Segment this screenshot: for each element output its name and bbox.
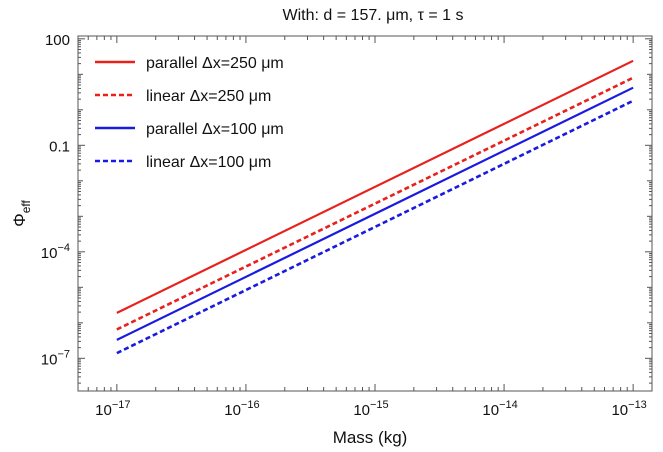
x-tick-exponent: −17 [112, 399, 131, 411]
x-tick-exponent: −15 [370, 399, 389, 411]
x-axis-label: Mass (kg) [333, 428, 408, 447]
x-tick-label: 10−17 [95, 399, 130, 419]
axis-ticks: 10−17 10−16 10−15 10−14 10−13 10−7 10−4 0.1 100 [41, 32, 652, 419]
legend-label: parallel Δx=100 μm [146, 121, 284, 138]
series-layer [116, 59, 634, 355]
y-axis-label-subscript: eff [19, 199, 33, 213]
x-tick-label: 10−16 [224, 399, 259, 419]
x-tick-label: 10−15 [353, 399, 388, 419]
y-axis-label: Φeff [10, 199, 33, 226]
y-tick-label: 0.1 [49, 138, 70, 155]
x-tick-exponent: −13 [628, 399, 647, 411]
legend-label: linear Δx=250 μm [146, 88, 271, 105]
y-tick-exponent: −7 [57, 348, 70, 360]
y-tick-exponent: −4 [57, 242, 70, 254]
series-line-4 [116, 99, 634, 355]
legend-label: parallel Δx=250 μm [146, 55, 284, 72]
y-tick-label: 10−4 [41, 242, 70, 262]
y-axis-label-main: Φ [10, 213, 29, 227]
y-tick-label: 10−7 [41, 348, 70, 368]
legend-label: linear Δx=100 μm [146, 154, 271, 171]
chart-title: With: d = 157. μm, τ = 1 s [283, 7, 464, 24]
series-line-3 [116, 86, 634, 341]
series-line-2 [116, 76, 634, 331]
x-tick-exponent: −14 [499, 399, 518, 411]
plot-border [77, 35, 653, 392]
plot-frame [77, 35, 653, 392]
series-line-1 [116, 59, 634, 314]
legend: parallel Δx=250 μm linear Δx=250 μm parall… [95, 55, 284, 171]
y-tick-label: 100 [45, 32, 70, 49]
x-tick-label: 10−13 [611, 399, 646, 419]
x-tick-label: 10−14 [482, 399, 517, 419]
x-tick-exponent: −16 [241, 399, 260, 411]
